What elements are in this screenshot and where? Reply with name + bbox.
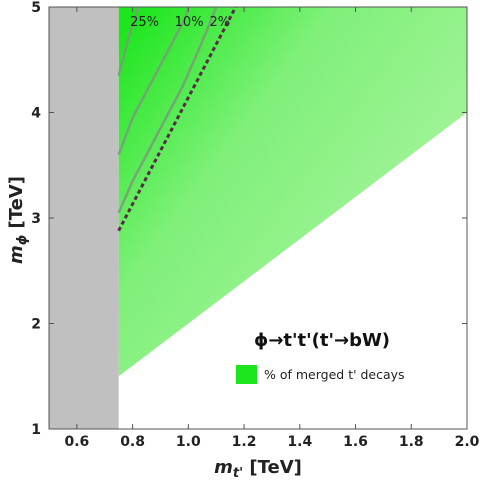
tick-labels: 0.6 0.8 1.0 1.2 1.4 1.6 1.8 2.0 1 2 3 4 5 — [31, 0, 479, 450]
x-axis-label: mt' [TeV] — [214, 457, 302, 481]
legend-label: % of merged t' decays — [264, 367, 405, 382]
y-tick-label: 5 — [31, 0, 41, 16]
contour-label-3: 2% — [209, 15, 230, 30]
x-tick-label: 0.6 — [64, 434, 89, 450]
x-tick-label: 1.4 — [287, 434, 312, 450]
contour-label-1: 25% — [130, 15, 159, 30]
y-tick-label: 1 — [31, 422, 41, 438]
contour-line-2 — [117, 7, 190, 156]
legend-swatch — [236, 365, 257, 384]
contour-lines — [117, 7, 218, 214]
axis-ticks — [49, 6, 468, 430]
x-tick-label: 0.8 — [120, 434, 145, 450]
excluded-region — [49, 7, 119, 429]
contour-labels: 25% 10% 2% — [130, 15, 230, 30]
legend: % of merged t' decays — [236, 365, 405, 384]
contour-label-2: 10% — [175, 15, 204, 30]
y-tick-label: 4 — [31, 106, 41, 122]
y-tick-label: 2 — [31, 317, 41, 333]
dashed-boundary-line — [117, 7, 238, 232]
allowed-region — [118, 7, 467, 377]
contour-line-3 — [117, 7, 218, 214]
y-tick-label: 3 — [31, 211, 41, 227]
contour-line-1 — [117, 7, 140, 76]
x-tick-label: 1.0 — [176, 434, 201, 450]
x-tick-label: 1.6 — [343, 434, 368, 450]
x-tick-label: 2.0 — [455, 434, 480, 450]
x-tick-label: 1.2 — [232, 434, 257, 450]
chart-title: ϕ→t't'(t'→bW) — [254, 330, 390, 351]
plot-area — [49, 7, 467, 429]
x-tick-label: 1.8 — [399, 434, 424, 450]
y-axis-label: mϕ [TeV] — [6, 176, 30, 264]
